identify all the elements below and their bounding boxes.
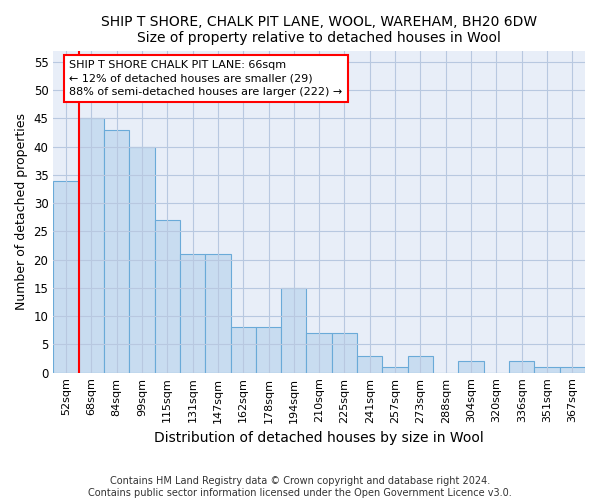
Bar [357, 356, 382, 372]
Title: SHIP T SHORE, CHALK PIT LANE, WOOL, WAREHAM, BH20 6DW
Size of property relative : SHIP T SHORE, CHALK PIT LANE, WOOL, WARE… [101, 15, 537, 45]
Bar [535, 367, 560, 372]
Text: Contains HM Land Registry data © Crown copyright and database right 2024.
Contai: Contains HM Land Registry data © Crown c… [88, 476, 512, 498]
Bar [53, 180, 79, 372]
Y-axis label: Number of detached properties: Number of detached properties [15, 113, 28, 310]
Bar [230, 328, 256, 372]
X-axis label: Distribution of detached houses by size in Wool: Distribution of detached houses by size … [154, 431, 484, 445]
Bar [155, 220, 180, 372]
Bar [509, 362, 535, 372]
Bar [382, 367, 408, 372]
Text: SHIP T SHORE CHALK PIT LANE: 66sqm
← 12% of detached houses are smaller (29)
88%: SHIP T SHORE CHALK PIT LANE: 66sqm ← 12%… [69, 60, 343, 96]
Bar [408, 356, 433, 372]
Bar [79, 118, 104, 372]
Bar [129, 146, 155, 372]
Bar [560, 367, 585, 372]
Bar [180, 254, 205, 372]
Bar [256, 328, 281, 372]
Bar [281, 288, 307, 372]
Bar [104, 130, 129, 372]
Bar [307, 333, 332, 372]
Bar [458, 362, 484, 372]
Bar [332, 333, 357, 372]
Bar [205, 254, 230, 372]
